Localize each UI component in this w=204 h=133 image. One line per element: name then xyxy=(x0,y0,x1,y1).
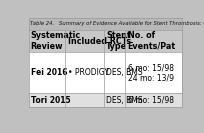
Text: DES, BMS: DES, BMS xyxy=(106,96,143,105)
Bar xyxy=(29,18,182,30)
Text: • PRODIGY: • PRODIGY xyxy=(68,68,109,77)
Text: Systematic
Review: Systematic Review xyxy=(31,31,81,51)
Text: No. of
Events/Pat: No. of Events/Pat xyxy=(128,31,176,51)
Text: Included RCTs: Included RCTs xyxy=(68,37,131,45)
Text: Fei 2016: Fei 2016 xyxy=(31,68,67,77)
Text: Table 24.   Summary of Evidence Available for Stent Thrombosis: 6 Months Versus : Table 24. Summary of Evidence Available … xyxy=(30,21,204,26)
Text: Stent
Type: Stent Type xyxy=(106,31,131,51)
Text: 6 mo: 15/98
24 mo: 13/9: 6 mo: 15/98 24 mo: 13/9 xyxy=(128,63,174,82)
Bar xyxy=(29,52,182,93)
Bar xyxy=(29,93,182,107)
Text: Tori 2015: Tori 2015 xyxy=(31,96,70,105)
Text: DES, BMS: DES, BMS xyxy=(106,68,143,77)
Bar xyxy=(29,30,182,52)
Text: 6 mo: 15/98: 6 mo: 15/98 xyxy=(128,96,174,105)
